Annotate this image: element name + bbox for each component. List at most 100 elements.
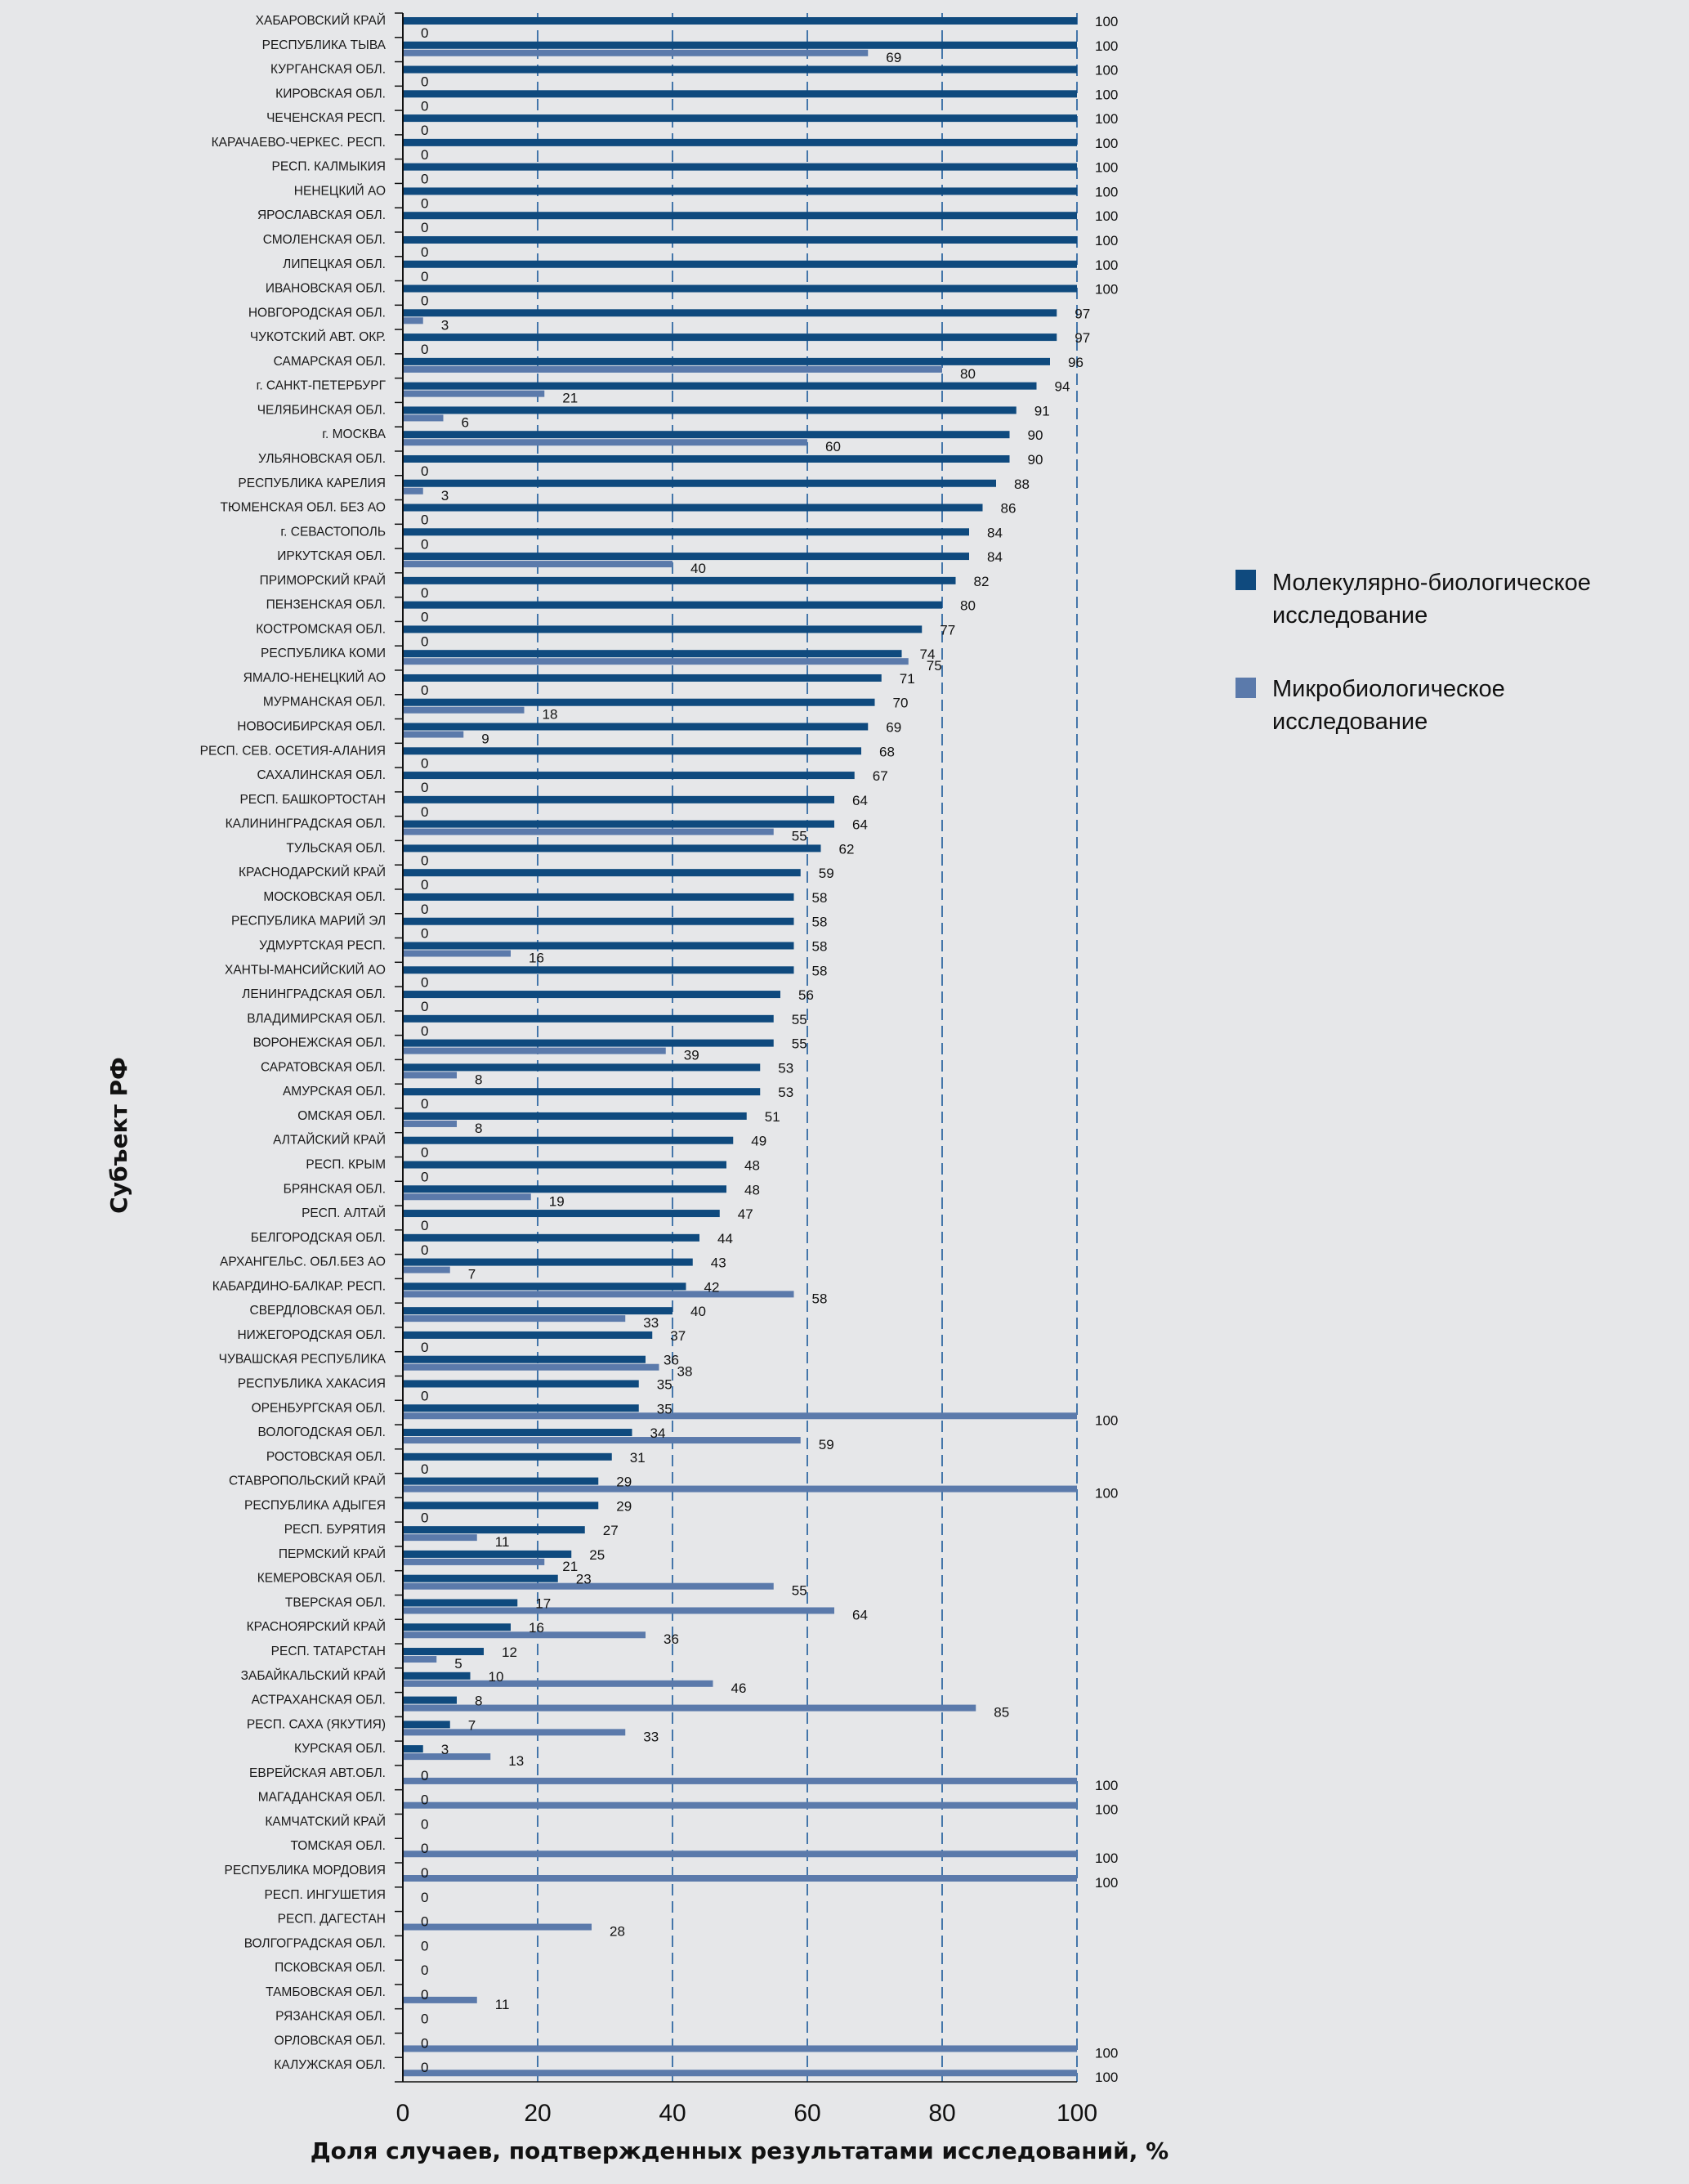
category-label: РЕСП. ИНГУШЕТИЯ xyxy=(264,1888,386,1902)
value-label-microbiological: 100 xyxy=(1095,1412,1118,1428)
bar-molecular xyxy=(403,187,1077,195)
value-label-molecular: 59 xyxy=(819,866,834,881)
bar-microbiological xyxy=(403,1875,1077,1882)
category-label: САМАРСКАЯ ОБЛ. xyxy=(274,355,386,369)
value-label-molecular: 34 xyxy=(650,1425,666,1441)
value-label-molecular: 0 xyxy=(421,1792,428,1808)
bar-molecular xyxy=(403,1331,653,1339)
category-label: РЕСП. КРЫМ xyxy=(306,1157,386,1171)
value-label-microbiological: 75 xyxy=(927,658,942,674)
category-label: ВЛАДИМИРСКАЯ ОБЛ. xyxy=(247,1012,386,1026)
bar-molecular xyxy=(403,1623,511,1631)
bar-molecular xyxy=(403,1429,632,1437)
value-label-microbiological: 13 xyxy=(508,1753,524,1769)
category-label: РЕСПУБЛИКА КОМИ xyxy=(261,647,386,660)
value-label-molecular: 23 xyxy=(576,1572,592,1587)
value-label-molecular: 100 xyxy=(1095,282,1118,298)
bar-microbiological xyxy=(403,1753,491,1761)
value-label-microbiological: 69 xyxy=(886,50,901,65)
category-label: КОСТРОМСКАЯ ОБЛ. xyxy=(256,622,386,636)
bar-molecular xyxy=(403,1452,612,1461)
value-label-microbiological: 100 xyxy=(1095,1851,1118,1866)
bar-molecular xyxy=(403,1404,639,1412)
bar-molecular xyxy=(403,1258,693,1266)
x-tick-label: 40 xyxy=(659,2100,686,2127)
value-label-molecular: 0 xyxy=(421,1890,428,1905)
category-label: ЛИПЕЦКАЯ ОБЛ. xyxy=(283,257,386,271)
category-label: ЯРОСЛАВСКАЯ ОБЛ. xyxy=(257,208,386,222)
bar-microbiological xyxy=(403,414,444,422)
value-label-microbiological: 9 xyxy=(481,732,489,747)
category-label: г. СЕВАСТОПОЛЬ xyxy=(280,525,386,539)
value-label-microbiological: 21 xyxy=(562,1559,578,1574)
bar-molecular xyxy=(403,893,794,901)
value-label-molecular: 58 xyxy=(812,890,828,906)
legend-label-molecular-2: исследование xyxy=(1272,602,1428,629)
bar-molecular xyxy=(403,1210,720,1218)
value-label-microbiological: 0 xyxy=(421,512,428,528)
bar-molecular xyxy=(403,1599,518,1607)
category-label: ХАБАРОВСКИЙ КРАЙ xyxy=(256,13,386,28)
bar-molecular xyxy=(403,1526,585,1534)
value-label-microbiological: 0 xyxy=(421,74,428,90)
category-label: РЕСП. ТАТАРСТАН xyxy=(271,1645,386,1658)
legend-swatch-microbiological xyxy=(1235,678,1256,698)
bar-molecular xyxy=(403,90,1077,98)
value-label-molecular: 35 xyxy=(657,1376,672,1392)
x-tick-label: 100 xyxy=(1057,2100,1097,2127)
bar-molecular xyxy=(403,1477,599,1485)
bar-molecular xyxy=(403,357,1050,365)
value-label-molecular: 67 xyxy=(873,768,888,784)
bar-microbiological xyxy=(403,1680,713,1687)
bar-molecular xyxy=(403,1550,572,1558)
bar-molecular xyxy=(403,553,969,561)
value-label-molecular: 17 xyxy=(535,1595,551,1611)
category-label: ИВАНОВСКАЯ ОБЛ. xyxy=(266,282,386,296)
value-label-molecular: 48 xyxy=(744,1182,760,1197)
category-label: ЧЕЧЕНСКАЯ РЕСП. xyxy=(266,111,386,125)
value-label-molecular: 48 xyxy=(744,1157,760,1173)
bar-microbiological xyxy=(403,487,423,495)
category-label: РЕСПУБЛИКА АДЫГЕЯ xyxy=(244,1498,386,1512)
value-label-microbiological: 0 xyxy=(421,877,428,893)
value-label-molecular: 0 xyxy=(421,1841,428,1856)
value-label-molecular: 0 xyxy=(421,2012,428,2027)
value-label-molecular: 97 xyxy=(1075,306,1090,321)
value-label-microbiological: 0 xyxy=(421,172,428,187)
bar-molecular xyxy=(403,406,1017,414)
value-label-microbiological: 33 xyxy=(643,1315,659,1331)
category-label: РЕСПУБЛИКА ХАКАСИЯ xyxy=(238,1376,386,1390)
value-label-molecular: 0 xyxy=(421,1816,428,1832)
bar-molecular xyxy=(403,650,902,658)
value-label-molecular: 69 xyxy=(886,720,901,736)
value-label-microbiological: 0 xyxy=(421,536,428,552)
value-label-microbiological: 11 xyxy=(495,1997,510,2012)
category-label: НОВГОРОДСКАЯ ОБЛ. xyxy=(248,306,386,320)
category-label: КАЛИНИНГРАДСКАЯ ОБЛ. xyxy=(226,817,386,831)
value-label-molecular: 64 xyxy=(852,793,868,808)
bar-microbiological xyxy=(403,1291,794,1298)
bar-molecular xyxy=(403,1112,747,1120)
value-label-microbiological: 0 xyxy=(421,293,428,309)
bar-molecular xyxy=(403,1136,734,1144)
category-label: ВОЛГОГРАДСКАЯ ОБЛ. xyxy=(244,1936,386,1950)
value-label-molecular: 37 xyxy=(670,1328,686,1344)
category-label: МОСКОВСКАЯ ОБЛ. xyxy=(263,890,386,904)
value-label-microbiological: 6 xyxy=(462,414,469,430)
value-label-molecular: 0 xyxy=(421,1914,428,1930)
bar-microbiological xyxy=(403,950,511,957)
value-label-microbiological: 8 xyxy=(475,1121,482,1136)
bar-molecular xyxy=(403,1307,672,1315)
bar-microbiological xyxy=(403,1777,1077,1784)
category-label: РЕСП. БАШКОРТОСТАН xyxy=(239,793,386,807)
value-label-microbiological: 0 xyxy=(421,926,428,942)
value-label-microbiological: 40 xyxy=(690,561,706,576)
value-label-microbiological: 8 xyxy=(475,1072,482,1087)
bar-molecular xyxy=(403,479,996,487)
category-label: МУРМАНСКАЯ ОБЛ. xyxy=(263,696,386,709)
value-label-molecular: 43 xyxy=(711,1255,726,1271)
value-label-microbiological: 0 xyxy=(421,1096,428,1112)
value-label-molecular: 80 xyxy=(960,598,976,614)
category-label: НЕНЕЦКИЙ АО xyxy=(294,183,386,198)
